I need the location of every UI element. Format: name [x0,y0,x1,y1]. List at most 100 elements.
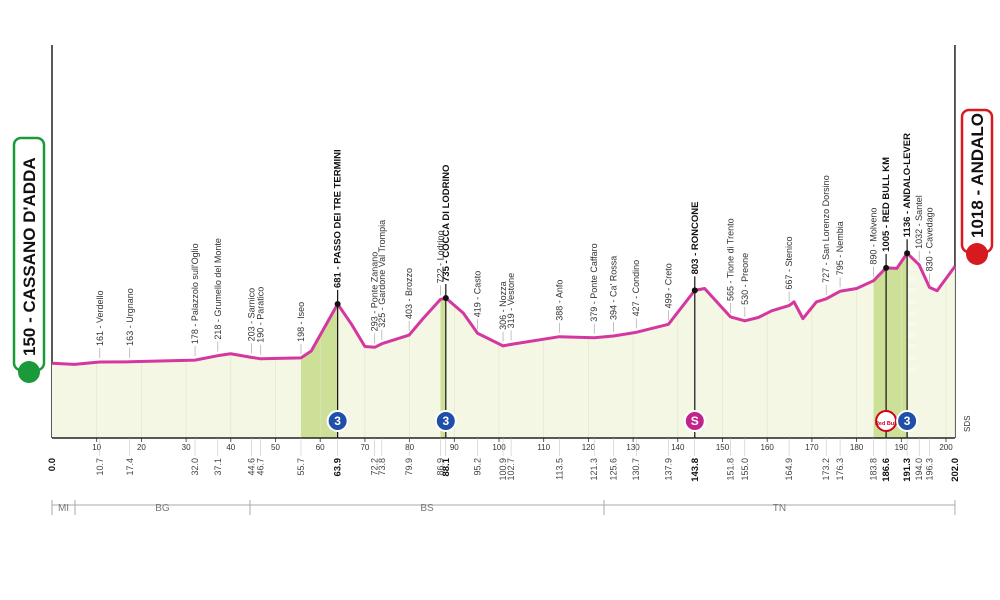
waypoint-km: 137.9 [663,458,673,481]
km-tick-label: 170 [805,443,819,452]
waypoint-km: 72.2 [370,458,380,476]
waypoint-dot [334,301,341,308]
km-tick-label: 50 [271,443,280,452]
climb-marker [326,410,349,432]
climb-marker-text: S [691,414,699,428]
km-tick-label: 70 [360,443,369,452]
waypoint-km: 194.0 [914,458,924,481]
waypoint-km: 173.2 [821,458,831,481]
climb-shade [300,304,338,438]
start-km: 0.0 [47,458,58,471]
altitude-scale-label: 200 [908,356,917,362]
waypoint-label: 293 - Ponte Zanano [370,252,380,332]
altitude-scale-label: 1000 [906,266,917,272]
waypoint-km: 143.8 [690,458,701,482]
waypoint-km: 86.9 [435,458,445,476]
waypoint-label: 499 - Creto [663,263,673,308]
waypoint-label: 1136 - ANDALO-LEVER [902,133,913,237]
km-tick-label: 180 [850,443,864,452]
altitude-scale-label: 500 [908,322,917,328]
altitude-scale-label: 100 [908,367,917,373]
waypoint-km: 17.4 [125,458,135,476]
waypoint-label: 735 - COCCA DI LODRINO [441,165,452,282]
climb-marker [683,410,706,432]
km-tick-label: 40 [226,443,235,452]
waypoint-label: 795 - Nembia [835,221,845,275]
waypoint-km: 191.3 [902,458,913,482]
waypoint-label: 163 - Urgnano [125,288,135,346]
waypoint-label: 727 - San Lorenzo Dorsino [821,175,831,283]
km-tick-label: 20 [137,443,146,452]
climb-marker-text: 3 [334,414,341,428]
waypoint-label: 388 - Anfo [554,280,564,321]
waypoint-label: 190 - Paratico [256,287,266,343]
waypoint-km: 100.9 [498,458,508,481]
waypoint-km: 155.0 [740,458,750,481]
waypoint-dot [904,250,911,257]
km-tick-label: 90 [450,443,459,452]
km-tick-label: 100 [492,443,506,452]
altitude-scale-label: 900 [908,278,917,284]
climb-marker [875,410,898,432]
waypoint-label: 403 - Brozzo [404,268,414,319]
waypoint-label: 722 - Lodrino [435,230,445,283]
km-tick-label: 120 [582,443,596,452]
km-tick-label: 110 [537,443,550,452]
waypoint-label: 1032 - Santel [914,195,924,249]
km-tick-label: 190 [895,443,909,452]
profile-area [52,253,955,438]
waypoint-dot [691,287,698,294]
waypoint-km: 37.1 [213,458,223,476]
waypoint-label: 667 - Stenico [784,237,794,290]
waypoint-label: 830 - Cavedago [924,207,934,271]
waypoint-km: 79.9 [404,458,414,476]
waypoint-label: 198 - Iseo [296,302,306,342]
waypoint-label: 419 - Casto [473,271,483,318]
waypoint-km: 196.3 [924,458,934,481]
climb-shade [440,297,446,438]
waypoint-label: 325 - Gardone Val Trompia [377,220,387,328]
waypoint-label: 565 - Tione di Trento [726,218,736,301]
start-icon [18,361,40,383]
waypoint-km: 121.3 [589,458,599,481]
waypoint-km: 10.7 [95,458,105,476]
climb-marker-text: Red Bull [875,421,898,427]
climb-marker-text: 3 [442,414,449,428]
waypoint-km: 183.8 [869,458,879,481]
waypoint-label: 379 - Ponte Caffaro [589,243,599,321]
climb-shade [873,267,887,438]
waypoint-km: 55.7 [296,458,306,476]
waypoint-label: 319 - Vestone [506,273,516,329]
region-label: TN [773,503,786,514]
waypoint-km: 73.8 [377,458,387,476]
waypoint-label: 218 - Grumello del Monte [213,238,223,340]
km-tick-label: 80 [405,443,414,452]
waypoint-km: 125.6 [608,458,618,481]
waypoint-km: 95.2 [473,458,483,476]
waypoint-km: 164.9 [784,458,794,481]
waypoint-km: 46.7 [256,458,266,476]
waypoint-km: 130.7 [631,458,641,481]
waypoint-dot [883,264,890,271]
credit: SDS [963,416,972,432]
waypoint-km: 176.3 [835,458,845,481]
region-label: BS [420,503,434,514]
profile-line [51,251,957,366]
altitude-scale-label: 800 [908,289,917,295]
km-tick-label: 30 [182,443,191,452]
start-label: 150 - CASSANO D'ADDA [20,157,39,356]
region-label: BG [155,503,170,514]
waypoint-label: 203 - Sarnico [246,288,256,342]
waypoint-km: 186.6 [881,458,892,482]
waypoint-label: 178 - Palazzolo sull'Oglio [190,243,200,344]
waypoint-label: 427 - Condino [631,260,641,317]
waypoint-label: 681 - PASSO DEI TRE TERMINI [333,149,344,288]
waypoint-km: 32.0 [190,458,200,476]
km-tick-label: 160 [761,443,775,452]
waypoint-label: 1005 - RED BULL KM [881,157,892,252]
altitude-scale-label: 600 [908,311,917,317]
climb-marker-text: 3 [904,414,911,428]
finish-label: 1018 - ANDALO [968,113,987,238]
waypoint-km: 113.5 [554,458,564,480]
